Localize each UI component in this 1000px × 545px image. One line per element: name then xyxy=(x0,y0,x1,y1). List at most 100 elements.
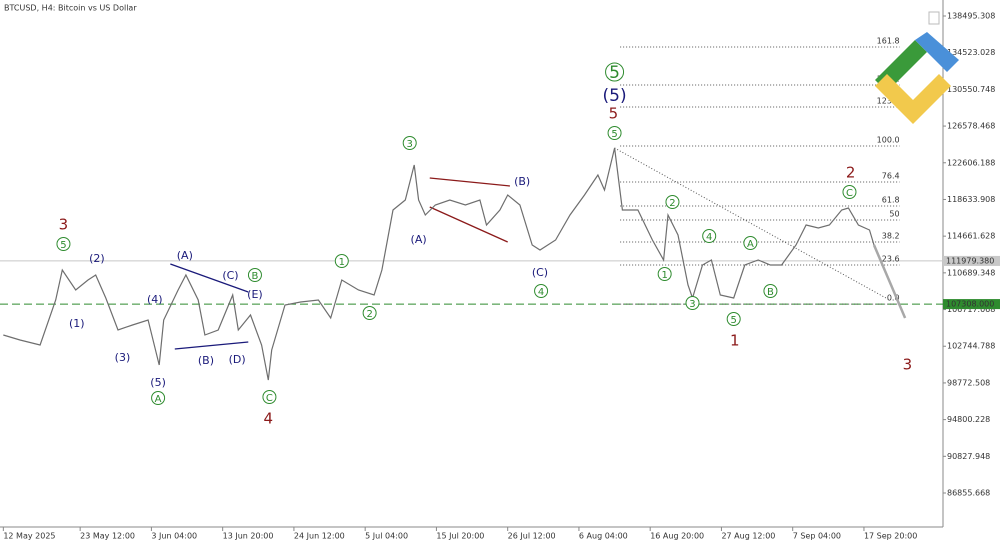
y-tick-label: 130550.748 xyxy=(947,85,995,94)
wave-label: 4 xyxy=(706,232,712,243)
wave-circle xyxy=(56,237,71,252)
wave-label: 2 xyxy=(846,164,856,182)
y-tick-label: 122606.188 xyxy=(947,158,995,167)
x-tick-label: 12 May 2025 xyxy=(3,532,55,541)
y-tick-label: 98772.508 xyxy=(947,378,990,387)
x-tick-label: 6 Aug 04:00 xyxy=(579,532,628,541)
wave-label: (1) xyxy=(69,317,85,330)
wave-label: 1 xyxy=(339,257,345,268)
fib-label: 50 xyxy=(889,210,899,219)
fib-label: 161.8 xyxy=(877,36,900,45)
wave-circle xyxy=(685,296,700,311)
chart-title: BTCUSD, H4: Bitcoin vs US Dollar xyxy=(4,4,137,13)
fib-label: 61.8 xyxy=(882,196,900,205)
wave-label: B xyxy=(252,271,259,282)
wave-circle xyxy=(665,195,680,210)
wave-label: 4 xyxy=(264,410,274,428)
wave-label: A xyxy=(747,239,754,250)
projection xyxy=(872,244,907,319)
wave-label: (C) xyxy=(222,269,238,282)
wave-circle xyxy=(362,306,377,321)
y-tick-label: 102744.788 xyxy=(947,342,995,351)
y-tick-label: 94800.228 xyxy=(947,415,990,424)
corner-button[interactable] xyxy=(928,11,940,25)
pattern-line xyxy=(174,341,249,350)
y-tick-label: 126578.468 xyxy=(947,122,995,131)
wave-label: 5 xyxy=(609,63,620,83)
wave-label: 5 xyxy=(609,104,619,122)
wave-circle xyxy=(334,254,349,269)
wave-circle xyxy=(262,390,277,405)
wave-label: C xyxy=(266,393,273,404)
wave-label: (B) xyxy=(198,354,214,367)
x-tick-label: 16 Aug 20:00 xyxy=(650,532,704,541)
y-tick-label: 118633.908 xyxy=(947,195,995,204)
pattern-line xyxy=(429,177,510,187)
y-tick-label: 138495.308 xyxy=(947,11,995,20)
x-tick-label: 15 Jul 20:00 xyxy=(436,532,484,541)
current-price-label: 111979.380 xyxy=(946,256,994,265)
wave-circle xyxy=(763,284,778,299)
wave-label: (2) xyxy=(89,252,105,265)
x-tick-label: 3 Jun 04:00 xyxy=(151,532,197,541)
wave-label: 3 xyxy=(407,139,413,150)
x-tick-label: 5 Jul 04:00 xyxy=(365,532,408,541)
wave-label: (B) xyxy=(514,175,530,188)
pattern-line xyxy=(170,263,249,293)
wave-label: (4) xyxy=(147,293,163,306)
wave-label: B xyxy=(767,287,774,298)
fib-label: 123.6 xyxy=(877,97,900,106)
x-tick-label: 27 Aug 12:00 xyxy=(721,532,775,541)
wave-label: 4 xyxy=(538,287,544,298)
wave-label: (A) xyxy=(177,249,193,262)
y-tick-label: 106717.068 xyxy=(947,305,995,314)
wave-label: 5 xyxy=(611,129,617,140)
wave-circle xyxy=(534,284,549,299)
wave-label: (E) xyxy=(247,288,263,301)
wave-circle xyxy=(402,136,417,151)
level-label: 107308.000 xyxy=(946,300,994,309)
wave-circle xyxy=(605,62,625,82)
wave-circle xyxy=(726,312,741,327)
wave-circle xyxy=(247,268,262,283)
logo-yellow xyxy=(875,74,951,124)
wave-label: (5) xyxy=(150,376,166,389)
x-tick-label: 26 Jul 12:00 xyxy=(508,532,556,541)
price-line xyxy=(3,147,875,381)
y-tick-label: 90827.948 xyxy=(947,452,990,461)
wave-label: (3) xyxy=(115,351,131,364)
y-tick-label: 114661.628 xyxy=(947,232,995,241)
wave-label: A xyxy=(155,394,162,405)
fib-label: 0.0 xyxy=(887,294,900,303)
logo-blue xyxy=(915,32,959,72)
logo xyxy=(875,32,959,124)
x-tick-label: 24 Jun 12:00 xyxy=(294,532,345,541)
wave-label: 3 xyxy=(689,299,695,310)
wave-circle xyxy=(702,229,717,244)
x-tick-label: 13 Jun 20:00 xyxy=(223,532,274,541)
wave-label: 3 xyxy=(59,216,69,234)
y-tick-label: 110689.348 xyxy=(947,268,995,277)
fib-label: 76.4 xyxy=(882,172,900,181)
x-tick-label: 23 May 12:00 xyxy=(80,532,135,541)
x-tick-label: 7 Sep 04:00 xyxy=(793,532,841,541)
current-price-box xyxy=(943,255,1000,266)
level-box xyxy=(943,299,1000,310)
wave-label: (C) xyxy=(532,266,548,279)
wave-label: 5 xyxy=(731,315,737,326)
y-tick-label: 134523.028 xyxy=(947,48,995,57)
wave-label: (D) xyxy=(229,353,246,366)
wave-circle xyxy=(842,185,857,200)
y-tick-label: 86855.668 xyxy=(947,489,990,498)
wave-label: C xyxy=(846,188,853,199)
x-tick-label: 17 Sep 20:00 xyxy=(864,532,917,541)
pattern-line xyxy=(429,206,508,243)
wave-label: (A) xyxy=(411,233,427,246)
wave-label: 2 xyxy=(366,309,372,320)
wave-circle xyxy=(151,391,166,406)
fib-label: 23.6 xyxy=(882,255,900,264)
wave-label: (5) xyxy=(603,86,627,106)
